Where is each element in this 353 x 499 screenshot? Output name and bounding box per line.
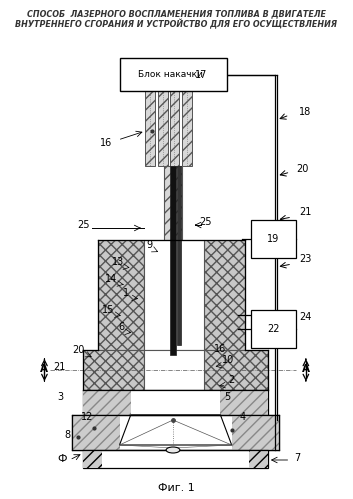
Text: 7: 7 xyxy=(294,453,300,463)
Bar xyxy=(221,390,268,415)
Text: 10: 10 xyxy=(222,355,234,365)
Bar xyxy=(170,166,175,355)
Text: 2: 2 xyxy=(228,375,235,385)
Bar xyxy=(163,166,183,355)
Text: 20: 20 xyxy=(72,345,84,355)
Bar xyxy=(251,310,295,348)
Text: 19: 19 xyxy=(267,234,279,244)
Text: 4: 4 xyxy=(240,412,246,422)
Text: 24: 24 xyxy=(299,312,311,322)
Bar xyxy=(232,415,279,450)
Text: 17: 17 xyxy=(196,69,208,79)
Bar xyxy=(169,91,179,166)
Bar xyxy=(83,450,102,468)
Bar xyxy=(145,91,155,166)
Text: Ф: Ф xyxy=(57,454,66,464)
Bar xyxy=(249,450,268,468)
Text: А: А xyxy=(302,364,310,374)
Bar xyxy=(144,390,168,405)
Text: 20: 20 xyxy=(297,164,309,174)
Text: 12: 12 xyxy=(80,412,93,422)
Bar xyxy=(158,91,168,166)
Text: 15: 15 xyxy=(102,305,114,315)
Ellipse shape xyxy=(166,447,180,453)
Text: 1: 1 xyxy=(123,288,130,298)
Bar xyxy=(83,450,268,468)
Polygon shape xyxy=(120,415,232,445)
Bar xyxy=(204,350,268,390)
Text: А: А xyxy=(41,364,48,374)
Text: 5: 5 xyxy=(224,392,231,402)
Text: 21: 21 xyxy=(299,207,311,217)
Text: 25: 25 xyxy=(199,217,212,227)
Text: Блок накачки: Блок накачки xyxy=(138,70,203,79)
Text: 8: 8 xyxy=(65,430,71,440)
Bar xyxy=(72,415,279,450)
Bar xyxy=(98,240,144,350)
Text: 9: 9 xyxy=(146,240,153,250)
Bar xyxy=(177,166,181,345)
Text: 13: 13 xyxy=(112,257,124,267)
Text: 16: 16 xyxy=(101,138,113,148)
Text: 23: 23 xyxy=(299,254,311,264)
Bar xyxy=(83,390,268,415)
Text: 3: 3 xyxy=(58,392,64,402)
Bar xyxy=(83,390,131,415)
Bar xyxy=(120,58,227,91)
Bar xyxy=(144,240,204,350)
Bar xyxy=(144,350,204,390)
Text: 25: 25 xyxy=(77,220,90,230)
Text: 21: 21 xyxy=(53,362,65,372)
Bar xyxy=(204,240,245,350)
Bar xyxy=(251,220,295,258)
Text: 18: 18 xyxy=(299,107,311,117)
Text: Фиг. 1: Фиг. 1 xyxy=(158,483,195,493)
Text: СПОСОБ  ЛАЗЕРНОГО ВОСПЛАМЕНЕНИЯ ТОПЛИВА В ДВИГАТЕЛЕ: СПОСОБ ЛАЗЕРНОГО ВОСПЛАМЕНЕНИЯ ТОПЛИВА В… xyxy=(27,9,326,18)
Polygon shape xyxy=(131,390,221,412)
Text: 16: 16 xyxy=(214,344,227,354)
Bar xyxy=(180,390,204,405)
Bar xyxy=(183,91,192,166)
Text: 14: 14 xyxy=(105,274,117,284)
Text: 22: 22 xyxy=(267,324,279,334)
Text: ВНУТРЕННЕГО СГОРАНИЯ И УСТРОЙСТВО ДЛЯ ЕГО ОСУЩЕСТВЛЕНИЯ: ВНУТРЕННЕГО СГОРАНИЯ И УСТРОЙСТВО ДЛЯ ЕГ… xyxy=(16,19,337,29)
Bar xyxy=(72,415,120,450)
Bar xyxy=(83,350,144,390)
Text: 6: 6 xyxy=(118,322,124,332)
Bar xyxy=(168,390,180,405)
